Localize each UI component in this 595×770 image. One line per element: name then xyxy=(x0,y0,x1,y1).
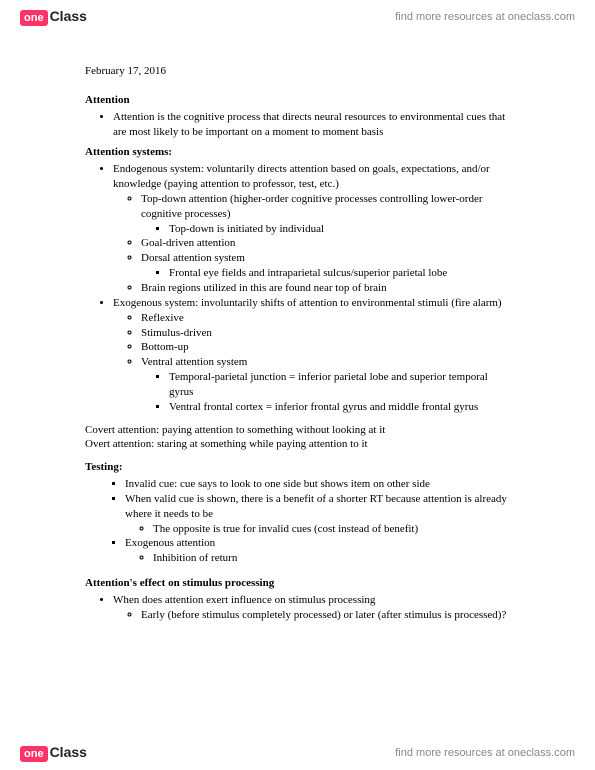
page-footer: oneClass find more resources at oneclass… xyxy=(0,736,595,770)
list-item: When valid cue is shown, there is a bene… xyxy=(125,492,510,537)
section-testing-title: Testing: xyxy=(85,460,510,475)
list-item: Top-down attention (higher-order cogniti… xyxy=(141,192,510,237)
covert-text: Covert attention: paying attention to so… xyxy=(85,423,510,438)
list-item: Inhibition of return xyxy=(153,551,510,566)
topdown-text: Top-down attention (higher-order cogniti… xyxy=(141,193,483,220)
list-item: The opposite is true for invalid cues (c… xyxy=(153,522,510,537)
list-item: Temporal-parietal junction = inferior pa… xyxy=(169,370,510,400)
list-item: Stimulus-driven xyxy=(141,326,510,341)
valid-cue-text: When valid cue is shown, there is a bene… xyxy=(125,493,507,520)
footer-resources-link[interactable]: find more resources at oneclass.com xyxy=(395,747,575,759)
effect-q-text: When does attention exert influence on s… xyxy=(113,594,375,606)
brand-badge: one xyxy=(20,10,48,26)
list-item: Invalid cue: cue says to look to one sid… xyxy=(125,477,510,492)
section-effect-title: Attention's effect on stimulus processin… xyxy=(85,576,510,591)
list-item: Top-down is initiated by individual xyxy=(169,222,510,237)
list-item: Attention is the cognitive process that … xyxy=(113,110,510,140)
exogenous-main: Exogenous system: involuntarily shifts o… xyxy=(113,297,502,309)
list-item: Early (before stimulus completely proces… xyxy=(141,608,510,623)
page-header: oneClass find more resources at oneclass… xyxy=(0,0,595,34)
document-date: February 17, 2016 xyxy=(85,64,510,79)
ventral-text: Ventral attention system xyxy=(141,356,247,368)
section-systems-title: Attention systems: xyxy=(85,145,510,160)
exogenous-attn-text: Exogenous attention xyxy=(125,537,215,549)
list-item: Goal-driven attention xyxy=(141,236,510,251)
list-item: Bottom-up xyxy=(141,340,510,355)
document-body: February 17, 2016 Attention Attention is… xyxy=(0,34,595,633)
header-resources-link[interactable]: find more resources at oneclass.com xyxy=(395,11,575,23)
covert-overt-block: Covert attention: paying attention to so… xyxy=(85,423,510,453)
list-item: Ventral attention system Temporal-pariet… xyxy=(141,355,510,414)
list-item: Exogenous attention Inhibition of return xyxy=(125,536,510,566)
overt-text: Overt attention: staring at something wh… xyxy=(85,437,510,452)
list-item: When does attention exert influence on s… xyxy=(113,593,510,623)
dorsal-text: Dorsal attention system xyxy=(141,252,245,264)
testing-list: Invalid cue: cue says to look to one sid… xyxy=(85,477,510,566)
list-item: Reflexive xyxy=(141,311,510,326)
endogenous-main: Endogenous system: voluntarily directs a… xyxy=(113,163,490,190)
section-attention-title: Attention xyxy=(85,93,510,108)
list-item: Exogenous system: involuntarily shifts o… xyxy=(113,296,510,415)
list-item: Brain regions utilized in this are found… xyxy=(141,281,510,296)
list-item: Ventral frontal cortex = inferior fronta… xyxy=(169,400,510,415)
brand-name: Class xyxy=(50,744,87,760)
brand-badge: one xyxy=(20,746,48,762)
systems-list: Endogenous system: voluntarily directs a… xyxy=(85,162,510,414)
list-item: Dorsal attention system Frontal eye fiel… xyxy=(141,251,510,281)
effect-list: When does attention exert influence on s… xyxy=(85,593,510,623)
attention-list: Attention is the cognitive process that … xyxy=(85,110,510,140)
brand-name: Class xyxy=(50,8,87,24)
list-item: Frontal eye fields and intraparietal sul… xyxy=(169,266,510,281)
list-item: Endogenous system: voluntarily directs a… xyxy=(113,162,510,296)
brand-logo: oneClass xyxy=(20,8,87,26)
brand-logo-footer: oneClass xyxy=(20,744,87,762)
